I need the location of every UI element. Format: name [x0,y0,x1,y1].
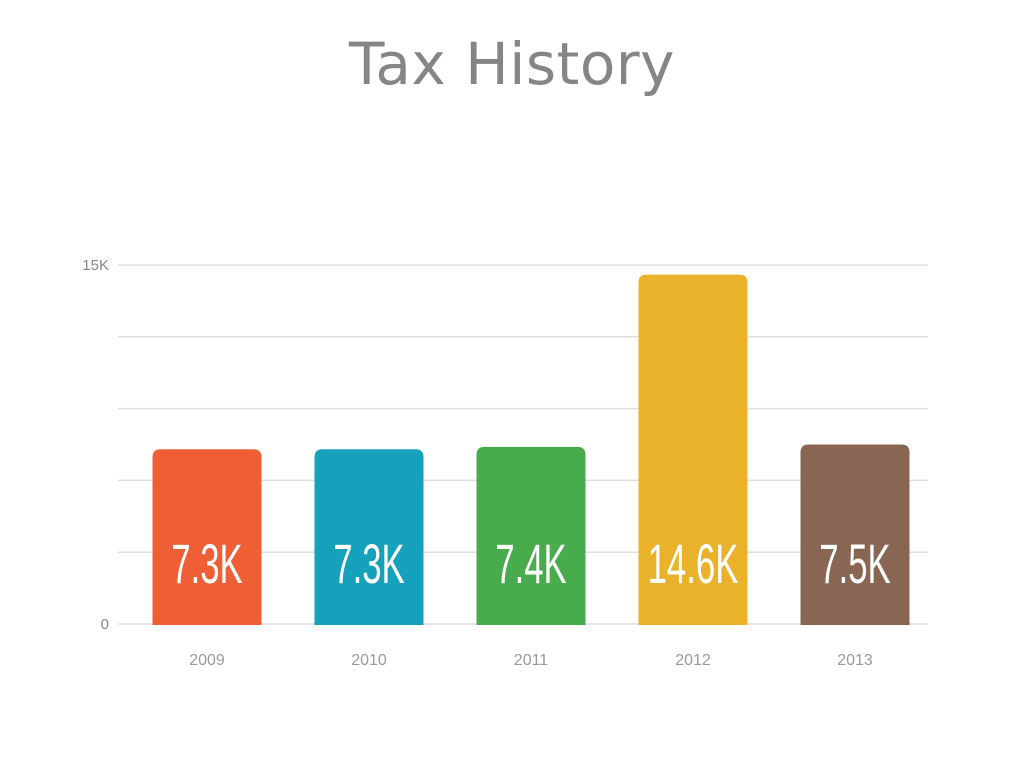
x-tick-label: 2013 [837,652,873,669]
y-tick-label: 15K [82,257,109,274]
x-tick-label: 2011 [514,652,549,669]
y-axis-ticks: 0 15K [82,257,109,633]
x-tick-label: 2009 [189,652,225,669]
bar-2009 [152,449,262,625]
chart-title: Tax History [349,30,675,98]
data-label: 7.3K [171,533,242,596]
bar-2010 [314,449,424,625]
data-labels: 7.3K 7.3K 7.4K 14.6K 7.5K [171,533,890,596]
data-label: 7.4K [495,533,566,596]
data-label: 14.6K [648,533,739,596]
bar-2012 [638,274,748,625]
bars [152,274,910,625]
bar-2011 [476,446,586,625]
x-tick-label: 2010 [351,652,387,669]
bar-2013 [800,444,910,625]
y-tick-label: 0 [101,616,109,633]
x-tick-label: 2012 [675,652,711,669]
data-label: 7.5K [819,533,890,596]
data-label: 7.3K [333,533,404,596]
x-axis-labels: 2009 2010 2011 2012 2013 [189,652,873,669]
